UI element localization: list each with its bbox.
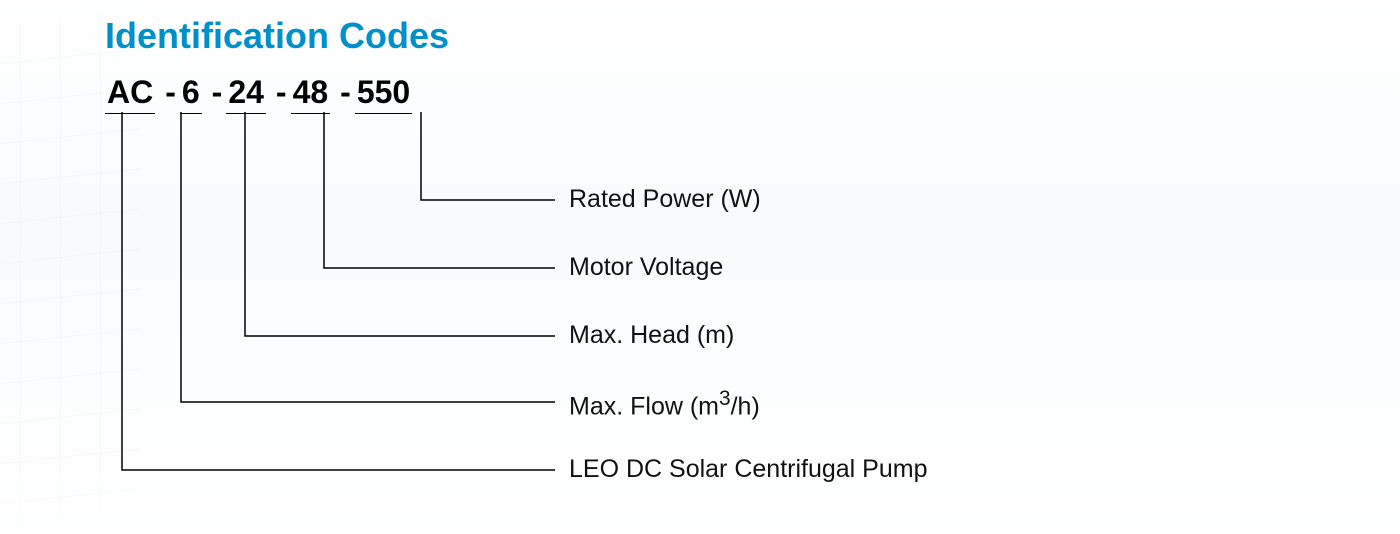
code-segment-power: 550 — [355, 74, 412, 114]
code-separator: - — [212, 74, 223, 111]
description-flow: Max. Flow (m3/h) — [569, 387, 760, 421]
section-heading: Identification Codes — [105, 15, 449, 57]
description-volt: Motor Voltage — [569, 253, 723, 282]
code-segment-volt: 48 — [291, 74, 331, 114]
identification-code: AC-6-24-48-550 — [105, 74, 418, 114]
code-separator: - — [165, 74, 176, 111]
code-segment-flow: 6 — [180, 74, 202, 114]
description-power: Rated Power (W) — [569, 185, 761, 214]
description-head: Max. Head (m) — [569, 321, 734, 350]
code-segment-prefix: AC — [105, 74, 155, 114]
code-segment-head: 24 — [226, 74, 266, 114]
code-separator: - — [340, 74, 351, 111]
description-prefix: LEO DC Solar Centrifugal Pump — [569, 455, 927, 484]
code-separator: - — [276, 74, 287, 111]
